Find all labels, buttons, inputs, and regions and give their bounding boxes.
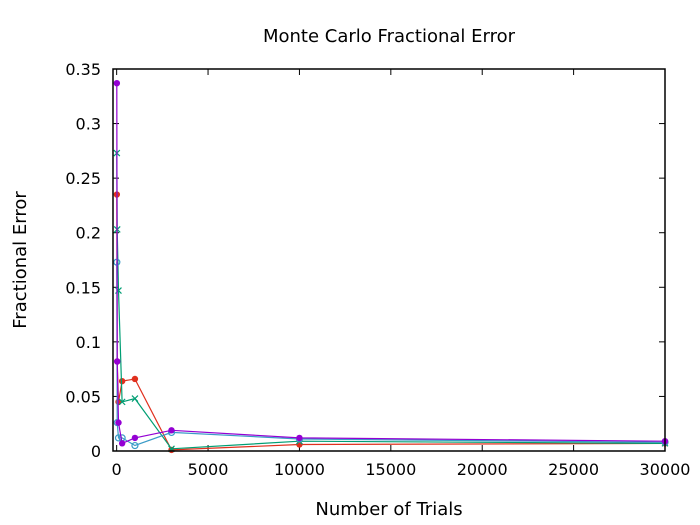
series-red-line xyxy=(116,194,666,451)
y-axis: 0 0.05 0.1 0.15 0.2 0.25 0.3 0.35 xyxy=(65,60,665,461)
x-tick-label: 5000 xyxy=(188,460,229,479)
series-purple-point xyxy=(131,434,139,442)
series-teal-point xyxy=(118,398,126,406)
y-tick-label: 0 xyxy=(91,442,101,461)
series-red-point xyxy=(118,377,126,385)
series-purple-point xyxy=(114,358,121,365)
series-purple xyxy=(113,79,669,447)
x-tick-label: 20000 xyxy=(457,460,508,479)
series-purple-point xyxy=(113,79,121,87)
series-purple-line xyxy=(116,83,666,445)
x-axis-label: Number of Trials xyxy=(315,499,462,520)
plot-frame xyxy=(112,68,666,452)
series-purple-point xyxy=(296,434,303,442)
series-teal-point xyxy=(131,395,139,403)
x-tick-label: 0 xyxy=(112,460,122,479)
series-purple-point xyxy=(115,419,122,426)
x-axis: 0 5000 10000 15000 20000 25000 30000 xyxy=(112,69,691,479)
chart-title: Monte Carlo Fractional Error xyxy=(263,26,516,47)
series-red-point xyxy=(168,446,175,454)
x-tick-label: 10000 xyxy=(274,460,325,479)
y-tick-label: 0.2 xyxy=(76,224,101,243)
series-blue xyxy=(113,258,669,450)
series-red-point xyxy=(131,375,139,383)
series-purple-point xyxy=(118,440,126,447)
series-red xyxy=(113,191,669,454)
series-teal-line xyxy=(116,152,666,450)
series-blue-line xyxy=(116,262,666,447)
y-tick-label: 0.25 xyxy=(65,169,101,188)
x-tick-label: 30000 xyxy=(640,460,691,479)
series-purple-point xyxy=(168,427,175,434)
y-tick-label: 0.15 xyxy=(65,278,101,297)
x-tick-label: 25000 xyxy=(548,460,599,479)
series-layer xyxy=(113,79,669,454)
y-axis-label: Fractional Error xyxy=(10,191,31,329)
series-blue-point xyxy=(131,441,139,450)
series-teal xyxy=(113,149,669,453)
x-tick-label: 15000 xyxy=(365,460,416,479)
y-tick-label: 0.35 xyxy=(65,60,101,79)
y-tick-label: 0.05 xyxy=(65,387,101,406)
y-tick-label: 0.1 xyxy=(76,333,101,352)
y-tick-label: 0.3 xyxy=(76,115,101,134)
